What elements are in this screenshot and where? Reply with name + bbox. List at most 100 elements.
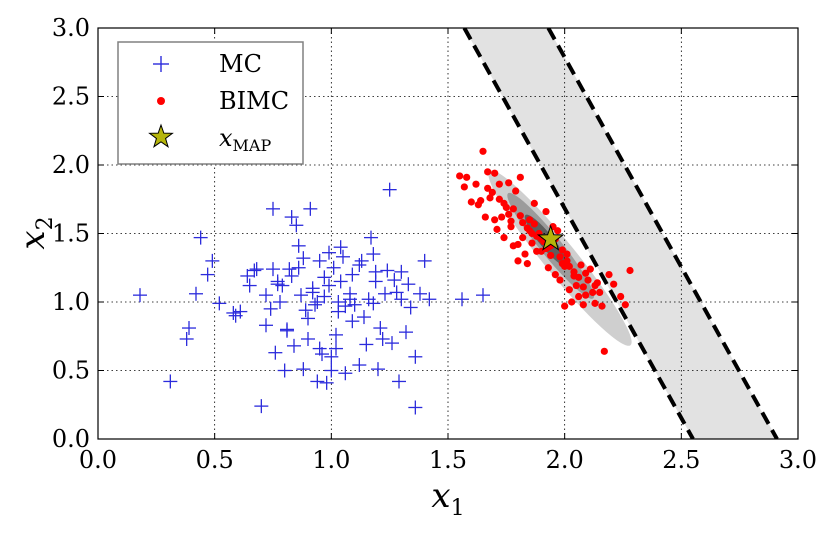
bimc-point [516, 173, 524, 181]
x-tick-label: 0.5 [196, 446, 234, 474]
mc-point [387, 273, 402, 288]
bimc-point [598, 302, 606, 310]
bimc-point [467, 198, 475, 206]
y-axis-label-sub: 2 [33, 216, 58, 230]
legend-marker-mc [153, 56, 169, 72]
mc-point [315, 347, 329, 362]
mc-point [277, 363, 292, 378]
bimc-point [596, 288, 604, 297]
bimc-point [498, 213, 506, 221]
mc-point [189, 286, 203, 301]
mc-point [322, 245, 336, 260]
mc-point [378, 286, 392, 301]
mc-point [301, 311, 315, 326]
mc-point [380, 263, 395, 278]
bimc-point [558, 246, 566, 254]
mc-point [263, 301, 278, 316]
mc-point [291, 238, 306, 253]
bimc-point [530, 220, 538, 228]
bimc-point [579, 283, 587, 291]
mc-point [312, 253, 327, 268]
mc-point [284, 268, 299, 283]
band-boundaries [462, 28, 779, 439]
bimc-point [493, 225, 501, 233]
bimc-point [519, 218, 527, 227]
bimc-point [488, 188, 496, 196]
bimc-point [472, 180, 480, 188]
y-tick-label: 1.0 [52, 288, 90, 316]
y-tick-label: 2.0 [52, 151, 90, 179]
mc-point [298, 303, 313, 318]
y-tick-label: 3.0 [52, 14, 90, 42]
mc-point [240, 268, 255, 283]
legend-label-map-sub: MAP [233, 136, 272, 155]
x-tick-label: 2.0 [546, 446, 584, 474]
mc-point [345, 314, 360, 329]
mc-point [394, 264, 409, 279]
mc-point [333, 274, 348, 289]
bimc-point [575, 292, 583, 301]
legend: MC BIMC xMAP [117, 41, 304, 165]
mc-point [371, 362, 385, 377]
bimc-point [605, 271, 613, 279]
mc-point [373, 321, 388, 336]
mc-point [270, 277, 285, 292]
mc-point [179, 331, 194, 346]
mc-point [359, 337, 374, 352]
bimc-point [500, 234, 508, 242]
bimc-point [495, 195, 503, 203]
y-axis-label: x2 [13, 216, 58, 249]
bimc-point [582, 269, 590, 277]
mc-point [324, 363, 339, 378]
x-tick-label: 0.0 [79, 446, 117, 474]
mc-point [294, 288, 308, 303]
bimc-point [507, 217, 515, 225]
bimc-point [512, 187, 520, 195]
bimc-point [526, 216, 534, 224]
bimc-point [500, 199, 508, 207]
mc-point [476, 288, 490, 303]
x-tick-label: 3.0 [779, 446, 817, 474]
mc-point [266, 201, 280, 216]
bimc-point [561, 302, 569, 310]
bimc-point [542, 207, 550, 216]
mc-point [361, 292, 376, 307]
mc-series [133, 182, 490, 415]
plot-area [98, 28, 798, 439]
mc-point [182, 321, 196, 336]
bimc-point [577, 261, 585, 269]
bimc-point [551, 271, 559, 279]
mc-point [413, 286, 427, 301]
bimc-point [570, 272, 578, 280]
mc-point [401, 277, 416, 292]
mc-point [319, 375, 334, 390]
mc-point [212, 296, 227, 311]
bimc-point [463, 173, 471, 181]
bimc-point [474, 201, 482, 209]
mc-point [266, 262, 280, 277]
mc-point [408, 400, 423, 415]
bimc-point [509, 205, 517, 213]
x-axis-label-main: x [431, 476, 450, 516]
bimc-series [456, 147, 634, 355]
mc-point [375, 331, 390, 346]
mc-point [289, 218, 304, 233]
bimc-point [621, 301, 629, 309]
mc-point [268, 345, 283, 360]
mc-point [317, 289, 332, 304]
mc-point [310, 295, 325, 309]
bimc-point [484, 184, 492, 192]
mc-point [284, 210, 299, 225]
bimc-point [565, 286, 573, 294]
legend-label-mc: MC [219, 50, 262, 78]
mc-point [310, 374, 325, 389]
mc-point [326, 260, 341, 275]
bimc-point [460, 183, 468, 191]
bimc-point [516, 212, 524, 220]
mc-point [308, 297, 322, 312]
legend-label-map: xMAP [219, 124, 271, 155]
mc-point [296, 362, 311, 377]
mc-point [345, 267, 360, 282]
mc-point [259, 288, 273, 303]
bimc-point [589, 288, 597, 297]
